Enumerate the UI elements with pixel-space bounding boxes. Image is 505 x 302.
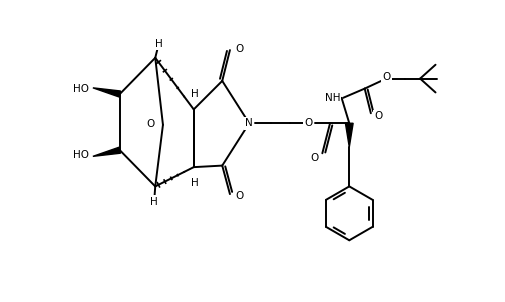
Polygon shape — [93, 147, 121, 156]
Text: O: O — [374, 111, 383, 121]
Text: O: O — [311, 153, 319, 163]
Text: H: H — [191, 178, 199, 188]
Text: H: H — [150, 197, 158, 207]
Polygon shape — [93, 88, 121, 97]
Text: O: O — [235, 191, 243, 201]
Text: H: H — [191, 89, 199, 99]
Text: O: O — [235, 43, 243, 53]
Polygon shape — [345, 123, 353, 147]
Text: O: O — [305, 118, 313, 128]
Text: O: O — [382, 72, 390, 82]
Text: HO: HO — [73, 84, 89, 94]
Text: O: O — [146, 119, 155, 129]
Text: HO: HO — [73, 150, 89, 160]
Text: H: H — [155, 39, 163, 49]
Text: NH: NH — [325, 93, 340, 103]
Text: N: N — [245, 118, 253, 128]
